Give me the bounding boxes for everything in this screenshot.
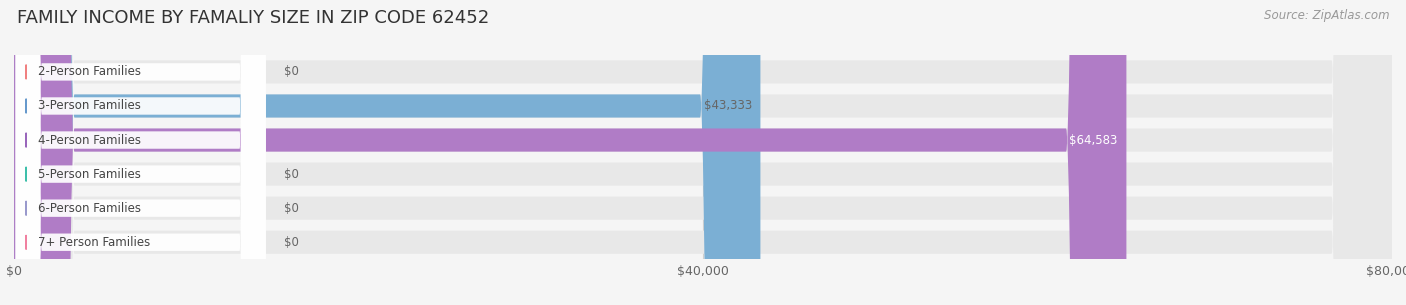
Text: 2-Person Families: 2-Person Families: [38, 66, 141, 78]
Text: $0: $0: [284, 66, 299, 78]
FancyBboxPatch shape: [14, 0, 1126, 305]
FancyBboxPatch shape: [14, 0, 1392, 305]
Text: $0: $0: [284, 202, 299, 215]
Text: FAMILY INCOME BY FAMALIY SIZE IN ZIP CODE 62452: FAMILY INCOME BY FAMALIY SIZE IN ZIP COD…: [17, 9, 489, 27]
Text: 7+ Person Families: 7+ Person Families: [38, 236, 150, 249]
Text: $64,583: $64,583: [1070, 134, 1118, 146]
Text: 6-Person Families: 6-Person Families: [38, 202, 141, 215]
FancyBboxPatch shape: [15, 0, 266, 305]
FancyBboxPatch shape: [14, 0, 1392, 305]
Text: 3-Person Families: 3-Person Families: [38, 99, 141, 113]
FancyBboxPatch shape: [15, 0, 266, 305]
FancyBboxPatch shape: [14, 0, 1392, 305]
FancyBboxPatch shape: [15, 0, 266, 305]
FancyBboxPatch shape: [14, 0, 1392, 305]
FancyBboxPatch shape: [15, 0, 266, 305]
Text: $0: $0: [284, 168, 299, 181]
FancyBboxPatch shape: [15, 0, 266, 305]
Text: Source: ZipAtlas.com: Source: ZipAtlas.com: [1264, 9, 1389, 22]
Text: $43,333: $43,333: [703, 99, 752, 113]
Text: 4-Person Families: 4-Person Families: [38, 134, 141, 146]
Text: 5-Person Families: 5-Person Families: [38, 168, 141, 181]
Text: $0: $0: [284, 236, 299, 249]
FancyBboxPatch shape: [14, 0, 1392, 305]
FancyBboxPatch shape: [14, 0, 1392, 305]
FancyBboxPatch shape: [14, 0, 761, 305]
FancyBboxPatch shape: [15, 0, 266, 305]
